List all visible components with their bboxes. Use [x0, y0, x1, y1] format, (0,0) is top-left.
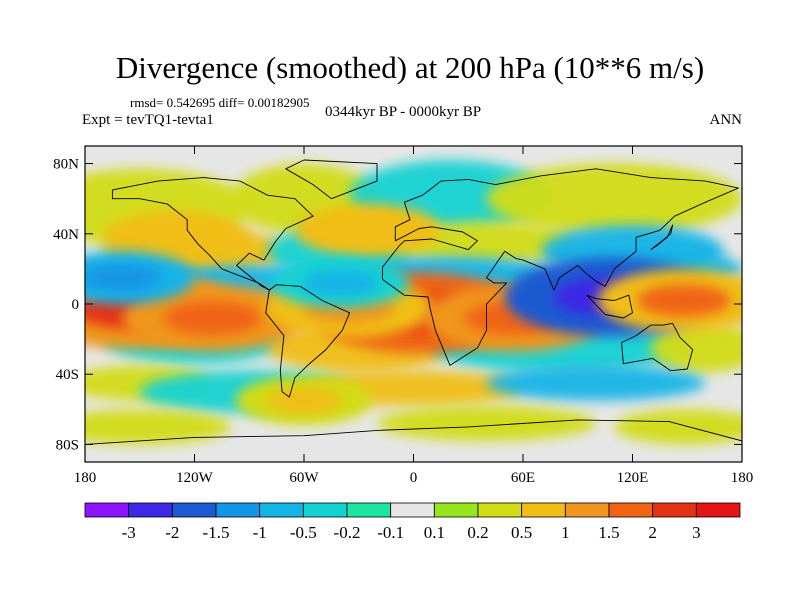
colorbar-label: 0.2: [467, 523, 488, 542]
field-contour: [486, 365, 706, 401]
x-tick-label: 120E: [617, 470, 649, 486]
colorbar-label: -0.1: [377, 523, 404, 542]
colorbar-swatch: [346, 502, 392, 518]
y-tick-label: 0: [72, 297, 80, 313]
colorbar-swatch: [390, 502, 435, 518]
colorbar-label: -3: [122, 523, 136, 542]
colorbar-swatch: [608, 502, 654, 518]
colorbar-label: -0.2: [334, 523, 361, 542]
feature-core: [636, 284, 731, 317]
feature-core: [327, 216, 409, 245]
colorbar-swatch: [477, 502, 523, 518]
coastline: [586, 294, 633, 319]
colorbar-swatch: [564, 502, 610, 518]
feature-core: [266, 387, 342, 414]
colorbar-label: 2: [648, 523, 657, 542]
colorbar-swatch: [521, 502, 566, 518]
colorbar-label: 3: [692, 523, 701, 542]
field-contour: [614, 409, 742, 445]
y-tick-label: 40S: [56, 367, 79, 383]
map-field: [85, 146, 742, 462]
colorbar-label: 1: [561, 523, 570, 542]
coastline: [621, 322, 694, 372]
period-label: 0344kyr BP - 0000kyr BP: [325, 104, 482, 120]
y-tick-label: 80N: [53, 157, 79, 173]
x-tick-label: 180: [731, 470, 754, 486]
y-tick-label: 40N: [53, 227, 79, 243]
coastline: [112, 177, 314, 291]
colorbar-swatch: [302, 502, 348, 518]
colorbar-swatch: [128, 502, 173, 518]
field-contour: [377, 405, 596, 441]
experiment-label: Expt = tevTQ1-tevta1: [82, 112, 214, 128]
x-tick-label: 120W: [176, 470, 214, 486]
colorbar-label: 0.1: [424, 523, 445, 542]
colorbar-swatch: [259, 502, 304, 518]
field-contour: [486, 163, 742, 234]
colorbar-label: -1.5: [203, 523, 230, 542]
colorbar-swatch: [84, 502, 130, 518]
field-contour: [650, 323, 742, 373]
season-label: ANN: [709, 112, 743, 128]
x-tick-label: 60W: [289, 470, 319, 486]
x-tick-label: 0: [410, 470, 418, 486]
colorbar-label: 0.5: [511, 523, 532, 542]
colorbar-swatch: [171, 502, 217, 518]
x-tick-label: 60E: [511, 470, 535, 486]
field-contour: [395, 221, 578, 264]
coastline: [650, 224, 674, 250]
stats-label: rmsd= 0.542695 diff= 0.00182905: [130, 95, 310, 110]
coastline: [285, 159, 378, 200]
feature-core: [302, 269, 379, 297]
feature-core: [85, 263, 162, 292]
coastline: [382, 168, 739, 366]
colorbar-label: -1: [253, 523, 267, 542]
colorbar-label: -0.5: [290, 523, 317, 542]
feature-core: [136, 223, 217, 252]
field-contour: [85, 409, 231, 445]
colorbar-label: -2: [165, 523, 179, 542]
feature-core: [163, 301, 262, 335]
colorbar-swatch: [695, 502, 741, 518]
x-tick-label: 180: [74, 470, 97, 486]
colorbar-swatch: [215, 502, 261, 518]
y-tick-label: 80S: [56, 437, 79, 453]
coastline: [265, 284, 351, 398]
colorbar-swatch: [652, 502, 697, 518]
chart-title: Divergence (smoothed) at 200 hPa (10**6 …: [115, 50, 705, 85]
colorbar-swatch: [433, 502, 479, 518]
coastline: [111, 189, 270, 291]
colorbar-label: 1.5: [598, 523, 619, 542]
coastline: [85, 419, 742, 445]
